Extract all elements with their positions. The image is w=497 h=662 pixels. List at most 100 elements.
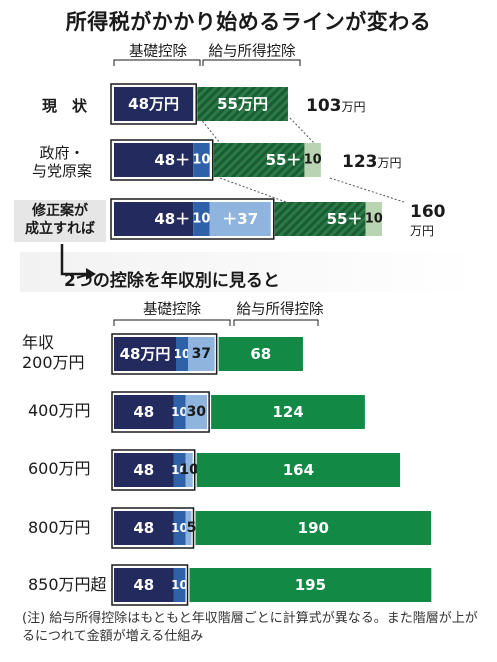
bar-salary-1: [211, 395, 365, 429]
bar-label-salary_add-2: 10: [365, 212, 383, 227]
basic-outline-bottom-2: [111, 449, 196, 491]
bar-add10-2: [173, 453, 186, 487]
bar-label-basic-3: 48: [133, 519, 154, 537]
basic-outline-0: [110, 83, 197, 125]
bar-salary-4: [189, 568, 432, 602]
bar-salary-3: [195, 511, 432, 545]
bar-label-salary_add-1: 10: [304, 153, 322, 168]
bar-basic-3: [114, 511, 174, 545]
bar-label-basic-0: 48万円: [120, 345, 171, 363]
basic-outline-bottom-4: [111, 564, 189, 606]
legend-bracket-basic-bottom: [113, 319, 231, 326]
legend-salary-top: 給与所得控除: [208, 44, 296, 60]
basic-outline-bottom-1: [111, 391, 210, 433]
bar-label-salary-2: 55＋: [327, 210, 363, 228]
bar-label-salary-0: 55万円: [217, 95, 268, 113]
legend-bracket-salary-bottom: [233, 319, 319, 326]
legend-salary-bottom: 給与所得控除: [236, 302, 324, 318]
basic-outline-1: [110, 139, 214, 181]
top-row-1: 48＋ 10 55＋ 10: [110, 139, 322, 181]
bar-basic-1: [114, 143, 194, 177]
bar-label-salary-0: 68: [250, 345, 271, 363]
income-label-850: 850万円超: [28, 575, 107, 594]
bar-salary_add-1: [304, 143, 321, 177]
bar-label-basic_add2-2: ＋37: [222, 210, 258, 228]
row-label-original-line2: 与党原案: [31, 162, 92, 180]
decor: [60, 59, 405, 326]
bar-label-add10-3: 10: [171, 521, 188, 535]
legend-basic-top: 基礎控除: [129, 44, 187, 60]
connector-salary-1: [289, 117, 315, 144]
income-label-200-line1: 年収: [22, 333, 55, 352]
basic-outline-bottom-0: [111, 333, 218, 375]
bar-label-basic-2: 48: [133, 461, 154, 479]
bar-label-salary-1: 55＋: [266, 151, 302, 169]
bar-add2-1: [185, 395, 208, 429]
bar-label-salary-2: 164: [283, 461, 314, 479]
income-row-3: 48 105 190: [111, 507, 432, 549]
bar-label-basic-1: 48: [133, 403, 154, 421]
total-original-num: 123: [342, 152, 378, 172]
bar-basic-2: [114, 453, 174, 487]
income-label-600: 600万円: [28, 459, 91, 478]
bar-salary-1: [213, 143, 305, 177]
bar-label-basic-0: 48万円: [128, 95, 179, 113]
income-label-400: 400万円: [28, 401, 91, 420]
income-label-200-line2: 200万円: [22, 353, 85, 372]
total-original-unit: 万円: [377, 156, 402, 170]
top-row-2: 48＋ 10 ＋37 55＋ 10: [110, 198, 383, 240]
row-label-revised: 修正案が 成立すれば: [14, 200, 106, 242]
bar-label-add2-3: 5: [187, 520, 197, 536]
total-current-num: 103: [306, 96, 342, 116]
legend-basic-bottom: 基礎控除: [143, 302, 201, 318]
bar-basic_add2-2: [209, 202, 271, 236]
bar-add2-0: [188, 337, 215, 371]
bar-label-add10-2: 10: [171, 463, 188, 477]
bar-label-basic_add-2: 10: [192, 212, 210, 227]
row-label-original-line1: 政府・: [39, 144, 85, 162]
row-label-current: 現 状: [42, 97, 88, 115]
income-row-0: 48万円 10 37 68: [111, 333, 303, 375]
subtitle-band: [20, 252, 480, 292]
bar-basic-4: [114, 568, 174, 602]
legend-bracket-salary-top: [202, 59, 301, 66]
bar-add10-3: [173, 511, 186, 545]
bar-label-add10-0: 10: [174, 347, 191, 361]
arrow-line: [60, 244, 88, 276]
bar-add2-3: [185, 511, 192, 545]
bar-label-salary-1: 124: [272, 403, 303, 421]
bar-label-salary-3: 190: [298, 519, 329, 537]
bar-salary-2: [274, 202, 366, 236]
total-current: 103万円: [306, 96, 366, 116]
income-row-4: 48 10 195: [111, 564, 432, 606]
bar-label-basic-1: 48＋: [154, 151, 190, 169]
top-row-0: 48万円 55万円: [110, 83, 288, 125]
bar-basic-1: [114, 395, 174, 429]
bar-basic_add-1: [193, 143, 210, 177]
bar-add10-0: [176, 337, 188, 371]
basic-outline-2: [110, 198, 275, 240]
bar-salary-2: [196, 453, 401, 487]
chart-title: 所得税がかかり始めるラインが変わる: [65, 10, 432, 34]
bar-salary_add-2: [365, 202, 382, 236]
row-label-revised-line2: 成立すれば: [25, 221, 95, 237]
bar-label-add2-1: 30: [187, 404, 207, 420]
footnote: (注) 給与所得控除はもともと年収階層ごとに計算式が異なる。また階層が上がるにつ…: [22, 611, 478, 644]
bar-label-basic-2: 48＋: [154, 210, 190, 228]
bar-label-add2-2: 10: [179, 462, 199, 478]
bar-add10-1: [173, 395, 186, 429]
bar-label-salary-4: 195: [295, 576, 326, 594]
bar-basic-2: [114, 202, 194, 236]
bar-basic_add-2: [193, 202, 210, 236]
bar-label-add10-4: 10: [171, 578, 188, 592]
connector-salary-2: [329, 177, 405, 203]
legend-bracket-basic-top: [113, 59, 201, 66]
bar-label-basic-4: 48: [133, 576, 154, 594]
total-revised-num: 160: [410, 202, 446, 222]
bar-salary-0: [197, 87, 288, 121]
row-label-original: 政府・ 与党原案: [20, 144, 104, 180]
